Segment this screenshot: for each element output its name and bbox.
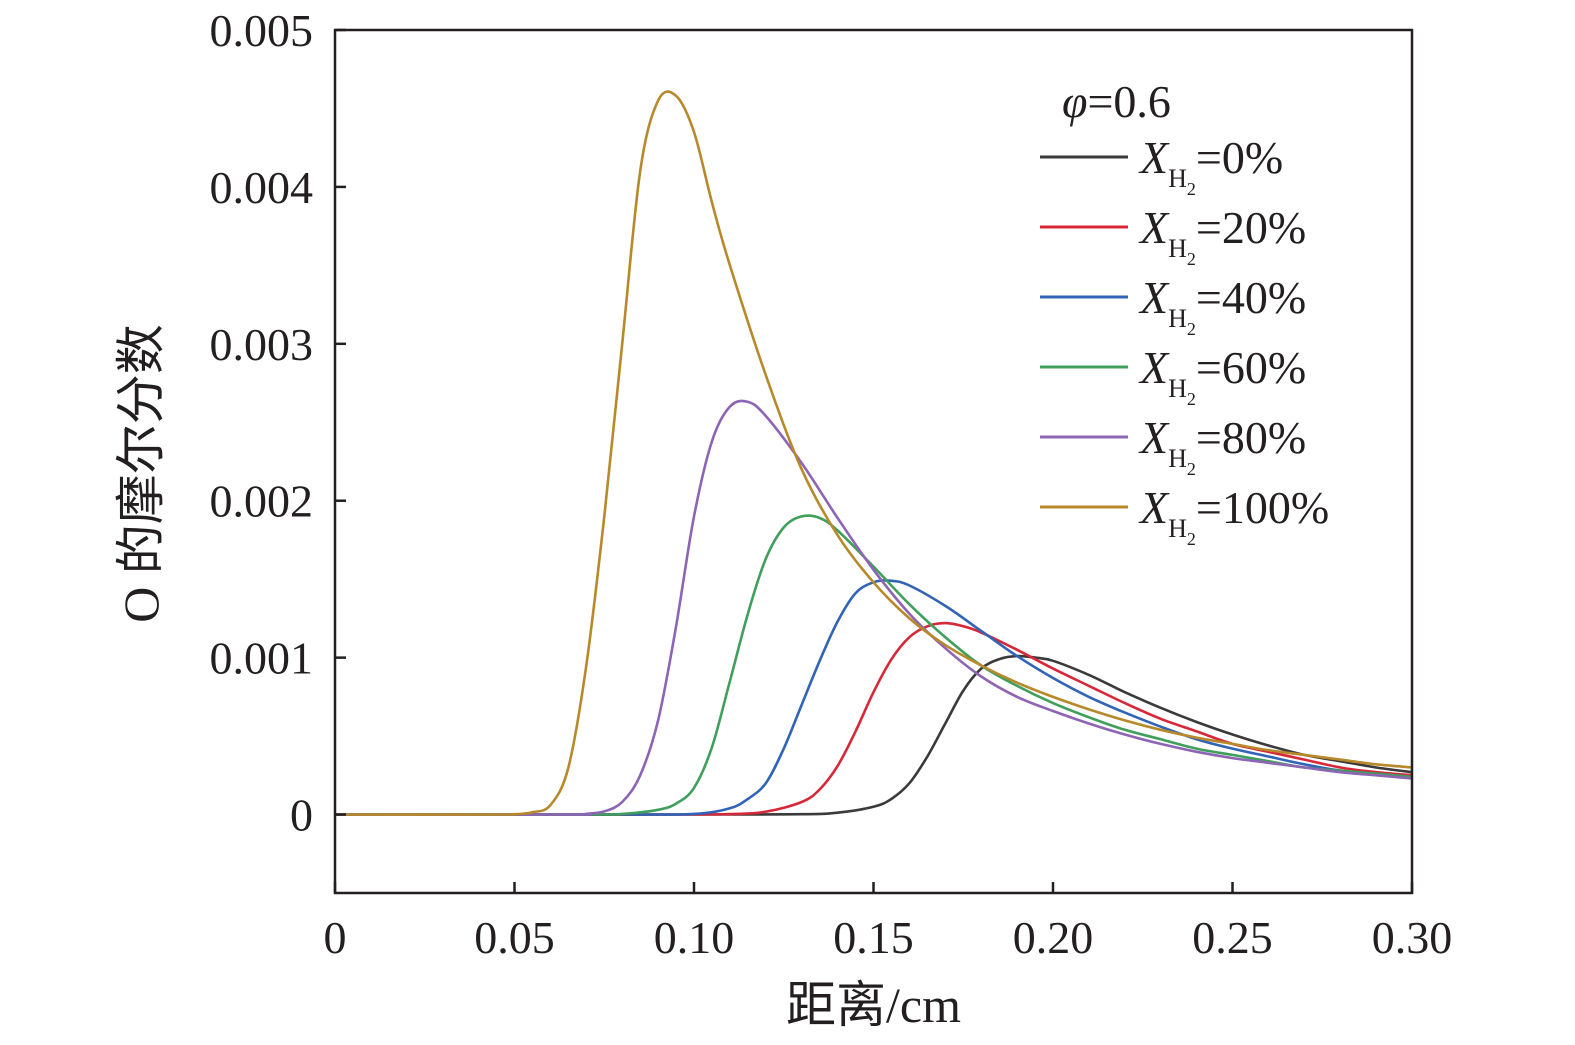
legend-label-1: XH2=20% — [1138, 202, 1306, 269]
x-tick-label-6: 0.30 — [1372, 912, 1453, 963]
y-tick-label-0: 0 — [290, 790, 313, 841]
series-layer — [334, 90, 1413, 816]
legend-label-0: XH2=0% — [1138, 132, 1283, 199]
legend-title: φ=0.6 — [1062, 76, 1171, 127]
series-line-1 — [334, 621, 1413, 816]
series-line-3 — [334, 514, 1413, 816]
x-tick-label-5: 0.25 — [1192, 912, 1273, 963]
y-tick-label-2: 0.002 — [210, 476, 314, 527]
series-line-5 — [334, 90, 1413, 816]
x-tick-label-2: 0.10 — [654, 912, 735, 963]
series-line-2 — [334, 579, 1413, 816]
x-tick-label-3: 0.15 — [833, 912, 914, 963]
y-tick-label-1: 0.001 — [210, 633, 314, 684]
legend: φ=0.6XH2=0%XH2=20%XH2=40%XH2=60%XH2=80%X… — [1040, 76, 1329, 549]
y-tick-label-4: 0.004 — [210, 162, 314, 213]
legend-label-4: XH2=80% — [1138, 412, 1306, 479]
y-tick-label-5: 0.005 — [210, 5, 314, 56]
legend-label-5: XH2=100% — [1138, 482, 1329, 549]
series-line-0 — [334, 654, 1413, 816]
legend-label-3: XH2=60% — [1138, 342, 1306, 409]
x-tick-label-4: 0.20 — [1013, 912, 1094, 963]
x-tick-label-1: 0.05 — [474, 912, 555, 963]
tick-layer: 0 0.05 0.10 0.15 0.20 0.25 0.30 0 0.001 0.002 0.00… — [210, 5, 1453, 963]
y-tick-label-3: 0.003 — [210, 319, 314, 370]
series-line-4 — [334, 399, 1413, 816]
x-axis-title: 距离/cm — [786, 977, 961, 1033]
y-axis-title: O 的摩尔分数 — [113, 324, 169, 623]
x-tick-label-0: 0 — [324, 912, 347, 963]
legend-label-2: XH2=40% — [1138, 272, 1306, 339]
